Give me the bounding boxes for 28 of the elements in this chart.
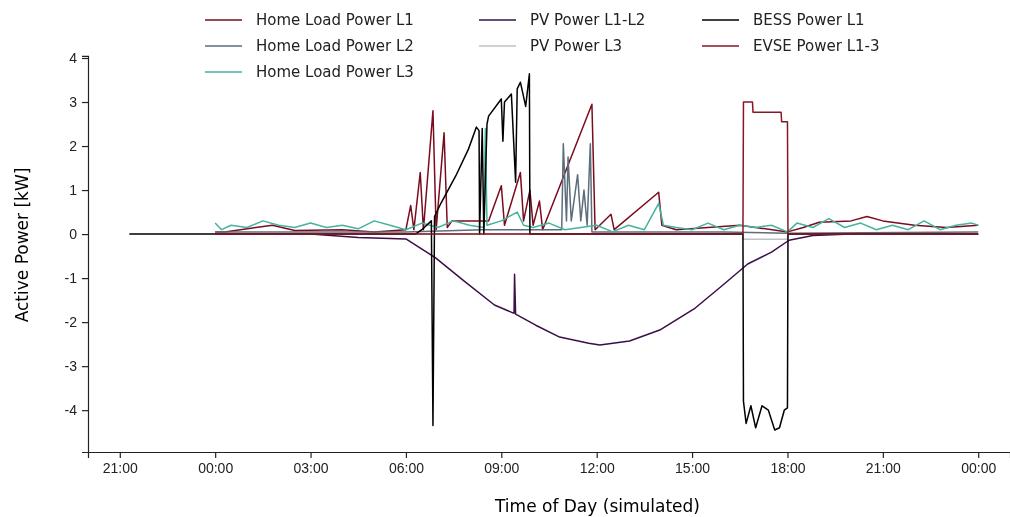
- y-tick-label: -4: [64, 402, 78, 419]
- legend-label: PV Power L1-L2: [530, 11, 646, 29]
- legend-label: Home Load Power L1: [256, 11, 414, 29]
- y-axis-title: Active Power [kW]: [12, 167, 32, 323]
- x-tick-label: 00:00: [961, 459, 997, 476]
- x-tick-label: 15:00: [675, 459, 711, 476]
- x-tick-label: 06:00: [388, 459, 425, 476]
- legend-label: Home Load Power L2: [256, 37, 414, 55]
- x-tick-label: 00:00: [198, 459, 234, 476]
- x-axis-title: Time of Day (simulated): [493, 496, 701, 516]
- x-tick-label: 03:00: [293, 459, 329, 476]
- y-tick-label: 2: [69, 138, 78, 155]
- y-tick-label: -1: [64, 270, 78, 287]
- x-tick-label: 18:00: [770, 459, 806, 476]
- legend-label: BESS Power L1: [753, 11, 865, 29]
- legend-label: Home Load Power L3: [256, 63, 414, 81]
- y-tick-label: -2: [64, 314, 78, 331]
- legend-label: PV Power L3: [530, 37, 623, 55]
- y-tick-label: 0: [69, 226, 78, 243]
- y-tick-label: 4: [69, 49, 78, 66]
- x-tick-label: 21:00: [102, 459, 139, 476]
- x-tick-label: 09:00: [484, 459, 520, 476]
- y-tick-label: -3: [64, 358, 78, 375]
- y-tick-label: 3: [69, 94, 78, 110]
- x-tick-label: 12:00: [579, 459, 615, 476]
- legend-label: EVSE Power L1-3: [753, 37, 880, 55]
- y-tick-label: 1: [69, 182, 78, 199]
- x-tick-label: 21:00: [865, 459, 902, 476]
